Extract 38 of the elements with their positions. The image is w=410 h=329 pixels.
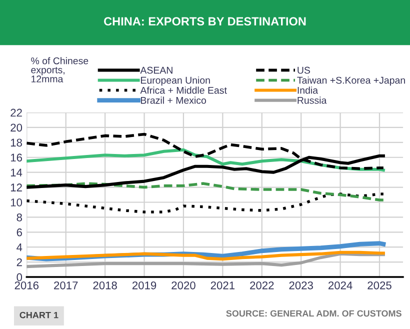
legend-label: US <box>298 66 310 74</box>
legend-label: Russia <box>298 96 327 104</box>
y-tick-label: 8 <box>16 213 22 222</box>
caption: CHART 1 <box>20 312 58 318</box>
x-tick-label: 2022 <box>250 281 274 290</box>
chart-title: CHINA: EXPORTS BY DESTINATION <box>104 17 306 26</box>
y-tick-label: 18 <box>10 138 22 147</box>
x-tick-label: 2019 <box>132 281 156 290</box>
x-tick-label: 2016 <box>14 281 39 290</box>
x-tick-label: 2018 <box>93 281 117 290</box>
x-tick-label: 2024 <box>328 281 352 290</box>
y-tick-label: 2 <box>16 258 22 266</box>
legend-label: India <box>298 86 318 94</box>
y-tick-label: 20 <box>10 124 22 132</box>
line-series <box>26 250 385 261</box>
y-tick-label: 12 <box>10 184 22 192</box>
x-tick-label: 2021 <box>210 281 234 290</box>
y-tick-label: 4 <box>16 243 22 252</box>
y-axis-title: % of Chinese exports, 12mma <box>31 57 88 82</box>
line-series <box>26 182 385 202</box>
line-series <box>26 192 385 214</box>
y-tick-label: 10 <box>10 198 22 206</box>
x-tick-label: 2023 <box>289 281 313 290</box>
y-tick-label: 22 <box>10 108 22 117</box>
x-tick-label: 2025 <box>368 281 392 290</box>
x-tick-label: 2017 <box>54 281 78 290</box>
y-tick-label: 16 <box>10 154 22 162</box>
legend-label: Taiwan +S.Korea +Japan <box>297 76 405 86</box>
source-note: SOURCE: GENERAL ADM. OF CUSTOMS <box>226 310 402 317</box>
legend-label: Brazil + Mexico <box>141 96 206 104</box>
y-tick-label: 0 <box>16 273 22 282</box>
line-series <box>26 252 385 268</box>
legend-label: Africa + Middle East <box>140 86 227 94</box>
legend-label: European Union <box>141 76 210 86</box>
x-tick-label: 2020 <box>172 281 196 290</box>
y-tick-label: 6 <box>16 228 22 236</box>
legend-label: ASEAN <box>140 66 172 74</box>
y-tick-label: 14 <box>10 168 22 176</box>
